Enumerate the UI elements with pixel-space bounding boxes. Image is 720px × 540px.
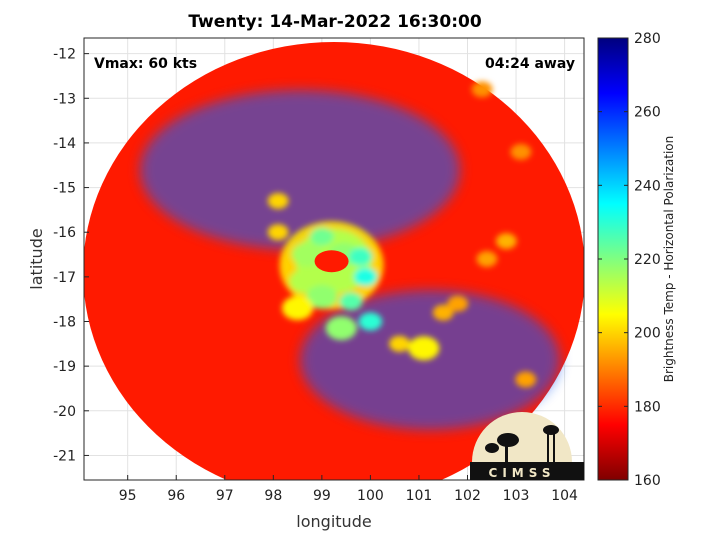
y-tick-label: -15 [53,181,76,197]
x-axis-label: longitude [296,512,371,531]
cimss-logo: CIMSS [470,412,584,480]
feature-point [389,335,410,352]
logo-dish [497,433,519,447]
colorbar-tick-label: 260 [634,105,661,121]
time-away-annotation: 04:24 away [485,56,575,72]
x-tick-label: 95 [119,488,137,504]
feature-point [281,296,314,321]
vmax-annotation: Vmax: 60 kts [94,56,197,72]
logo-band [470,462,584,480]
x-tick-label: 99 [313,488,331,504]
swath [84,42,584,480]
logo-tower-leg [553,434,555,462]
feature-point [515,371,537,388]
plot-frame [83,37,585,481]
logo-tower-tank [543,425,559,435]
feature-point [476,251,498,267]
colorbar-ticks: 160 180 200 220 240 260 280 [598,31,661,489]
feature-point [432,304,454,321]
y-axis-ticks: -12 -13 -14 -15 -16 -17 -18 -19 -20 -21 [53,47,89,464]
x-tick-label: 102 [454,488,481,504]
x-tick-label: 104 [551,488,578,504]
storm-features [267,81,537,388]
colorbar-tick-label: 180 [634,399,661,415]
logo-text: CIMSS [489,466,556,480]
feature-point [471,81,493,98]
logo-tower-leg [547,434,549,462]
feature-point [339,292,363,311]
y-tick-label: -12 [53,47,76,63]
feature-point [306,284,338,309]
feature-point [495,233,517,250]
feature-point [267,192,289,209]
swath-texture [300,290,560,430]
feature-point [408,336,440,361]
y-tick-label: -20 [53,404,76,420]
y-tick-label: -17 [53,270,76,286]
feature-point [447,295,469,312]
colorbar [597,37,629,481]
storm-eye [314,250,349,273]
logo-dish-post [505,444,508,462]
feature-point [353,267,378,286]
feature-point [267,224,289,241]
x-tick-label: 103 [503,488,530,504]
y-axis-label: latitude [27,228,46,289]
feature-point [510,143,532,160]
x-tick-label: 97 [216,488,234,504]
x-tick-label: 96 [167,488,185,504]
feature-point [358,312,383,331]
y-tick-label: -21 [53,448,76,464]
feature-point [348,247,373,266]
y-tick-label: -19 [53,359,76,375]
x-axis-ticks: 95 96 97 98 99 100 101 102 103 104 [119,475,578,504]
colorbar-tick-label: 200 [634,326,661,342]
y-tick-label: -16 [53,225,76,241]
colorbar-tick-label: 160 [634,473,661,489]
feature-point [325,316,357,341]
x-tick-label: 98 [264,488,282,504]
colorbar-tick-label: 220 [634,252,661,268]
y-tick-label: -14 [53,136,76,152]
x-tick-label: 101 [406,488,433,504]
colorbar-tick-label: 280 [634,31,661,47]
chart-title: Twenty: 14-Mar-2022 16:30:00 [188,12,482,32]
colorbar-tick-label: 240 [634,178,661,194]
feature-point [310,227,334,246]
colorbar-label: Brightness Temp - Horizontal Polarizatio… [662,136,676,383]
x-tick-label: 100 [357,488,384,504]
eye-center [314,250,349,273]
y-tick-label: -13 [53,91,76,107]
swath-texture [140,90,460,250]
y-tick-label: -18 [53,315,76,331]
logo-dish-small [485,443,499,453]
